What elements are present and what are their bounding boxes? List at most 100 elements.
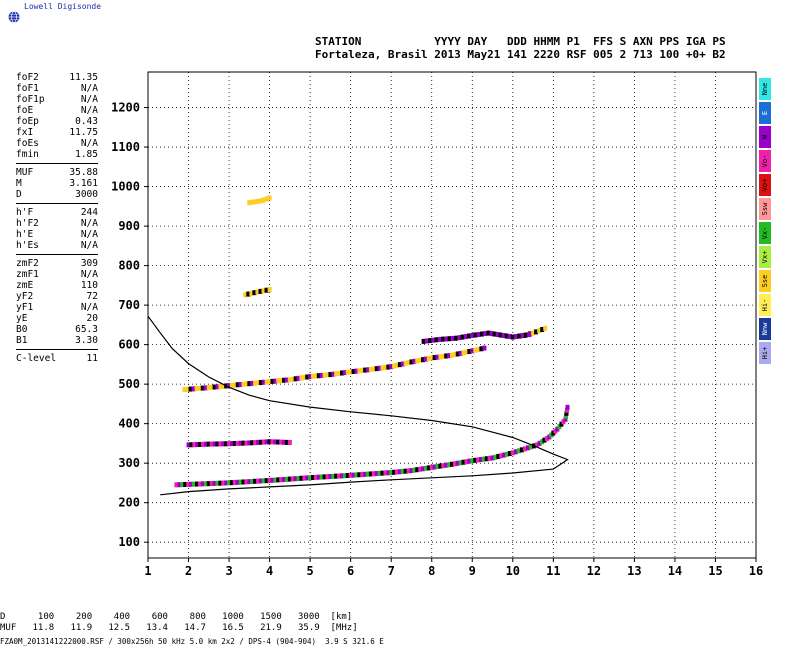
echo-point	[232, 382, 237, 388]
echo-point	[493, 454, 498, 460]
echo-point	[435, 464, 440, 470]
echo-point	[255, 289, 260, 295]
x-tick-label: 8	[428, 564, 435, 578]
echo-point	[284, 439, 289, 445]
echo-point	[249, 290, 254, 296]
echo-point	[221, 441, 226, 447]
echo-point	[238, 381, 243, 387]
echo-point	[523, 332, 528, 338]
echo-point	[527, 332, 532, 338]
echo-point	[357, 472, 362, 478]
echo-point	[406, 468, 411, 474]
echo-point	[215, 384, 220, 390]
echo-point	[392, 363, 397, 369]
echo-point	[444, 353, 449, 359]
echo-point	[322, 372, 327, 378]
x-tick-label: 15	[708, 564, 722, 578]
echo-point	[256, 478, 261, 484]
param-value: 20	[86, 313, 98, 324]
echo-point	[432, 355, 437, 361]
echo-point	[345, 369, 350, 375]
echo-point	[444, 336, 449, 342]
echo-point	[363, 367, 368, 373]
echo-point	[394, 362, 399, 368]
echo-point	[253, 380, 258, 386]
echo-point	[319, 474, 324, 480]
echo-point	[389, 364, 394, 370]
echo-point	[452, 461, 457, 467]
echo-point	[267, 477, 272, 483]
echo-point	[486, 330, 491, 336]
param-name: zmE	[16, 280, 34, 291]
echo-point	[198, 441, 203, 447]
param-value: 309	[80, 258, 98, 269]
param-value: 3.161	[69, 178, 98, 189]
echo-point	[253, 440, 258, 446]
legend-swatch: Vx-	[759, 222, 771, 244]
echo-point	[505, 451, 510, 457]
echo-point	[247, 381, 252, 387]
param-value: 244	[80, 207, 98, 218]
echo-point	[215, 441, 220, 447]
x-tick-label: 1	[144, 564, 151, 578]
echo-point	[348, 369, 353, 375]
echo-point	[513, 449, 518, 455]
param-value: N/A	[80, 138, 98, 149]
echo-point	[279, 439, 284, 445]
echo-point	[479, 331, 484, 337]
echo-point	[259, 198, 264, 204]
echo-point	[212, 480, 217, 486]
legend-label: W	[761, 134, 769, 140]
param-name: h'F2	[16, 218, 39, 229]
echo-point	[564, 413, 568, 419]
echo-point	[270, 477, 275, 483]
echo-point	[487, 455, 492, 461]
echo-point	[383, 470, 388, 476]
echo-point	[299, 475, 304, 481]
echo-point	[299, 375, 304, 381]
echo-point	[452, 352, 457, 358]
echo-point	[406, 360, 411, 366]
header-values: Fortaleza, Brasil 2013 May21 141 2220 RS…	[315, 48, 726, 61]
echo-point	[235, 382, 240, 388]
echo-point	[218, 480, 223, 486]
echo-point	[565, 404, 570, 410]
lowell-digisonde-logo: Lowell Digisonde	[6, 2, 166, 24]
echo-point	[296, 375, 301, 381]
echo-point	[227, 441, 232, 447]
echo-point	[241, 440, 246, 446]
echo-point	[273, 439, 278, 445]
echo-point	[400, 468, 405, 474]
echo-point	[212, 441, 217, 447]
echo-point	[360, 367, 365, 373]
echo-point	[334, 473, 339, 479]
echo-point	[490, 455, 495, 461]
echo-point	[331, 473, 336, 479]
echo-point	[308, 475, 313, 481]
echo-point	[267, 287, 272, 293]
echo-point	[229, 480, 234, 486]
echo-point	[544, 436, 549, 442]
param-name: M	[16, 178, 22, 189]
echo-point	[553, 428, 558, 434]
param-value: 0.43	[75, 116, 98, 127]
echo-point	[270, 378, 275, 384]
echo-point	[232, 440, 237, 446]
echo-point	[256, 198, 261, 204]
echo-point	[194, 386, 199, 392]
echo-point	[224, 441, 229, 447]
y-tick-label: 1100	[111, 140, 140, 154]
echo-point	[481, 456, 486, 462]
echo-point	[394, 469, 399, 475]
echo-point	[423, 356, 428, 362]
echo-point	[293, 376, 298, 382]
echo-point	[229, 441, 234, 447]
header-labels: STATION YYYY DAY DDD HHMM P1 FFS S AXN P…	[315, 35, 726, 48]
echo-point	[450, 461, 454, 467]
echo-point	[253, 478, 258, 484]
echo-point	[432, 464, 437, 470]
legend-swatch: W	[759, 126, 771, 148]
echo-point	[514, 334, 519, 340]
echo-point	[366, 367, 371, 373]
echo-point	[354, 472, 359, 478]
